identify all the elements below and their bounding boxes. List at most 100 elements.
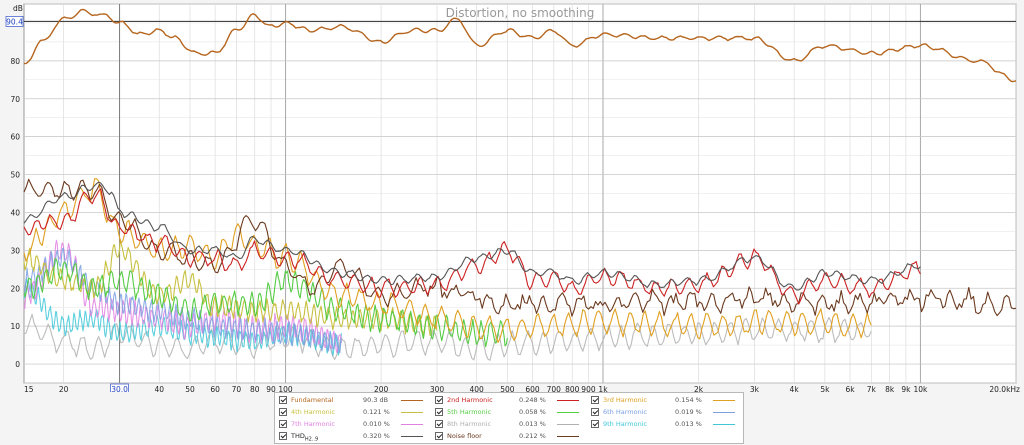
legend-checkbox[interactable] [591, 420, 599, 428]
legend-swatch [401, 424, 423, 425]
legend-swatch [713, 400, 735, 401]
legend-series-value: 0.154 % [675, 396, 702, 404]
x-tick-label: 300 [430, 385, 445, 392]
legend-series-name: 9th Harmonic [603, 420, 648, 428]
legend-checkbox[interactable] [279, 432, 287, 440]
legend-item: THDH2..9 0.320 % [279, 431, 431, 444]
legend-checkbox[interactable] [435, 396, 443, 404]
legend-swatch [401, 412, 423, 413]
series-line-noise-floor [23, 178, 1017, 317]
x-tick-label: 60 [210, 385, 220, 392]
legend-swatch [401, 400, 423, 401]
x-tick-label: 100 [278, 385, 293, 392]
legend-series-name: Noise floor [447, 432, 482, 440]
legend-series-value: 0.320 % [363, 432, 390, 440]
y-tick-label: 30 [10, 246, 20, 255]
series-line-5th-harmonic [23, 258, 508, 348]
legend-swatch [713, 412, 735, 413]
x-tick-label: 70 [232, 385, 242, 392]
legend-checkbox[interactable] [435, 408, 443, 416]
legend-series-name: 6th Harmonic [603, 408, 648, 416]
x-tick-label: 50 [185, 385, 195, 392]
series-line-4th-harmonic [23, 239, 438, 337]
legend-swatch [401, 436, 423, 437]
legend-checkbox[interactable] [591, 396, 599, 404]
legend-checkbox[interactable] [279, 408, 287, 416]
legend-swatch [557, 400, 579, 401]
legend-item: Noise floor 0.212 % [435, 431, 587, 444]
legend-series-name: 4th Harmonic [291, 408, 336, 416]
x-tick-label: 200 [374, 385, 389, 392]
legend-checkbox[interactable] [435, 432, 443, 440]
x-tick-label: 90 [266, 385, 276, 392]
y-tick-label: 0 [15, 360, 20, 369]
x-tick-label: 600 [525, 385, 540, 392]
y-tick-label: 70 [10, 95, 20, 104]
chart-title: Distortion, no smoothing [446, 6, 595, 20]
x-tick-label: 10k [913, 385, 928, 392]
y-tick-label: 20 [10, 284, 20, 293]
x-tick-label: 2k [694, 385, 704, 392]
legend-swatch [557, 424, 579, 425]
legend-series-value: 0.010 % [363, 420, 390, 428]
legend-swatch [557, 436, 579, 437]
x-tick-label: 3k [750, 385, 760, 392]
legend-series-value: 0.013 % [519, 420, 546, 428]
x-tick-label: 700 [547, 385, 562, 392]
series-line-fundamental [23, 8, 1017, 83]
legend-series-name: THDH2..9 [291, 432, 319, 443]
y-axis-label: dB [13, 4, 23, 13]
legend-series-name: 7th Harmonic [291, 420, 336, 428]
legend-item: 5th Harmonic 0.058 % [435, 407, 587, 420]
legend-series-value: 0.058 % [519, 408, 546, 416]
series-group [23, 8, 1017, 361]
legend-item: 7th Harmonic 0.010 % [279, 419, 431, 432]
x-tick-label: 15 [24, 385, 34, 392]
distortion-chart: Distortion, no smoothing dB 0 10 20 30 40 50 60 7… [5, 3, 1020, 392]
legend-series-value: 0.212 % [519, 432, 546, 440]
y-tick-label: 50 [10, 171, 20, 180]
series-line-thd [23, 181, 921, 291]
y-tick-label: 40 [10, 208, 20, 217]
x-tick-label: 6k [845, 385, 855, 392]
x-tick-label: 20 [59, 385, 69, 392]
x-tick-label: 20.0kHz [989, 385, 1020, 392]
x-tick-label: 400 [470, 385, 485, 392]
series-line-8th-harmonic [23, 313, 872, 361]
x-tick-label: 8k [885, 385, 895, 392]
legend-series-value: 0.248 % [519, 396, 546, 404]
legend-series-value: 0.013 % [675, 420, 702, 428]
legend-series-name: 2nd Harmonic [447, 396, 493, 404]
legend-series-value: 90.3 dB [363, 396, 389, 404]
x-tick-label: 900 [581, 385, 596, 392]
cursor-x-label: 30.0 [111, 385, 128, 392]
legend-series-name: 5th Harmonic [447, 408, 492, 416]
legend-series-name: 8th Harmonic [447, 420, 492, 428]
x-tick-label: 40 [154, 385, 164, 392]
legend-item: Fundamental 90.3 dB [279, 395, 431, 408]
legend-item: 3rd Harmonic 0.154 % [591, 395, 743, 408]
series-line-2nd-harmonic [23, 188, 921, 305]
thd-subscript: H2..9 [304, 436, 319, 443]
legend-item: 8th Harmonic 0.013 % [435, 419, 587, 432]
legend-series-name: 3rd Harmonic [603, 396, 648, 404]
legend-item: 4th Harmonic 0.121 % [279, 407, 431, 420]
legend-series-value: 0.121 % [363, 408, 390, 416]
legend-series-value: 0.019 % [675, 408, 702, 416]
legend-series-name: Fundamental [291, 396, 334, 404]
cursor-y-label: 90.4 [6, 17, 23, 26]
legend-item: 6th Harmonic 0.019 % [591, 407, 743, 420]
legend-checkbox[interactable] [279, 396, 287, 404]
legend-checkbox[interactable] [435, 420, 443, 428]
legend-checkbox[interactable] [591, 408, 599, 416]
cursor-y-box [5, 16, 24, 27]
x-tick-label: 4k [790, 385, 800, 392]
x-tick-label: 500 [500, 385, 515, 392]
y-tick-label: 60 [10, 133, 20, 142]
legend-checkbox[interactable] [279, 420, 287, 428]
legend-item: 9th Harmonic 0.013 % [591, 419, 743, 432]
y-tick-label: 10 [10, 322, 20, 331]
legend-item: 2nd Harmonic 0.248 % [435, 395, 587, 408]
legend-swatch [713, 424, 735, 425]
